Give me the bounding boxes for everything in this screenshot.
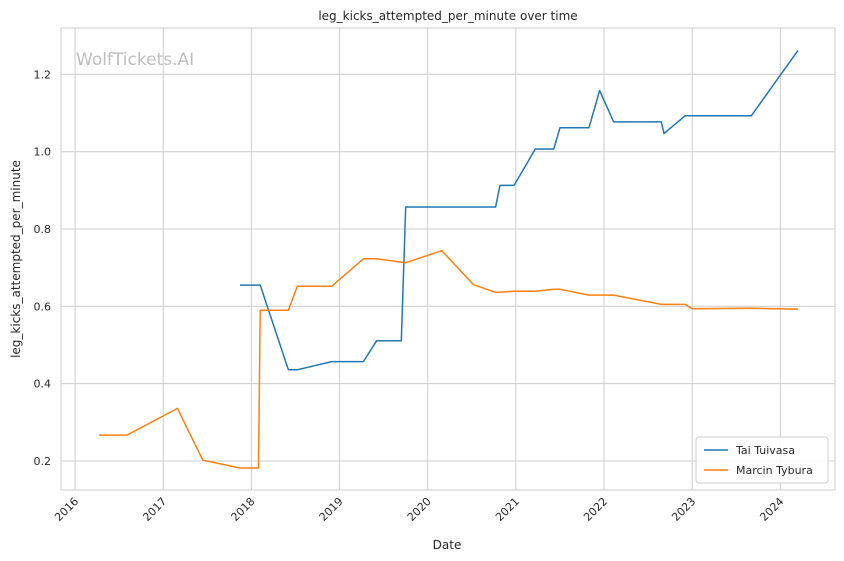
legend: Tai Tuivasa Marcin Tybura [695,436,829,484]
y-tick-labels: 0.2 0.4 0.6 0.8 1.0 1.2 [34,68,52,468]
y-tick-label: 1.2 [34,68,52,81]
series-lines [98,49,799,469]
x-tick-labels: 2016 2017 2018 2019 2020 2021 2022 2023 2024 [52,495,786,524]
x-tick-label: 2016 [52,495,81,524]
legend-entry: Tai Tuivasa [735,444,795,457]
y-tick-label: 0.8 [34,223,52,236]
x-tick-label: 2022 [581,495,610,524]
legend-box [695,436,829,484]
y-tick-label: 1.0 [34,146,52,159]
x-tick-label: 2020 [405,495,434,524]
x-tick-label: 2021 [493,495,522,524]
series-line-0 [240,49,799,371]
x-tick-label: 2023 [669,495,698,524]
x-tick-label: 2024 [757,495,786,524]
chart-title: leg_kicks_attempted_per_minute over time [318,9,577,23]
series-line-1 [98,249,799,469]
x-tick-label: 2019 [317,495,346,524]
y-tick-label: 0.6 [34,300,52,313]
x-tick-label: 2018 [229,495,258,524]
plot-area [60,27,836,491]
legend-entry: Marcin Tybura [736,464,813,477]
watermark: WolfTickets.AI [76,50,194,70]
y-axis-label: leg_kicks_attempted_per_minute [9,160,23,358]
x-tick-label: 2017 [140,495,169,524]
x-axis-label: Date [433,538,462,552]
y-tick-label: 0.2 [34,455,52,468]
y-tick-label: 0.4 [34,378,52,391]
